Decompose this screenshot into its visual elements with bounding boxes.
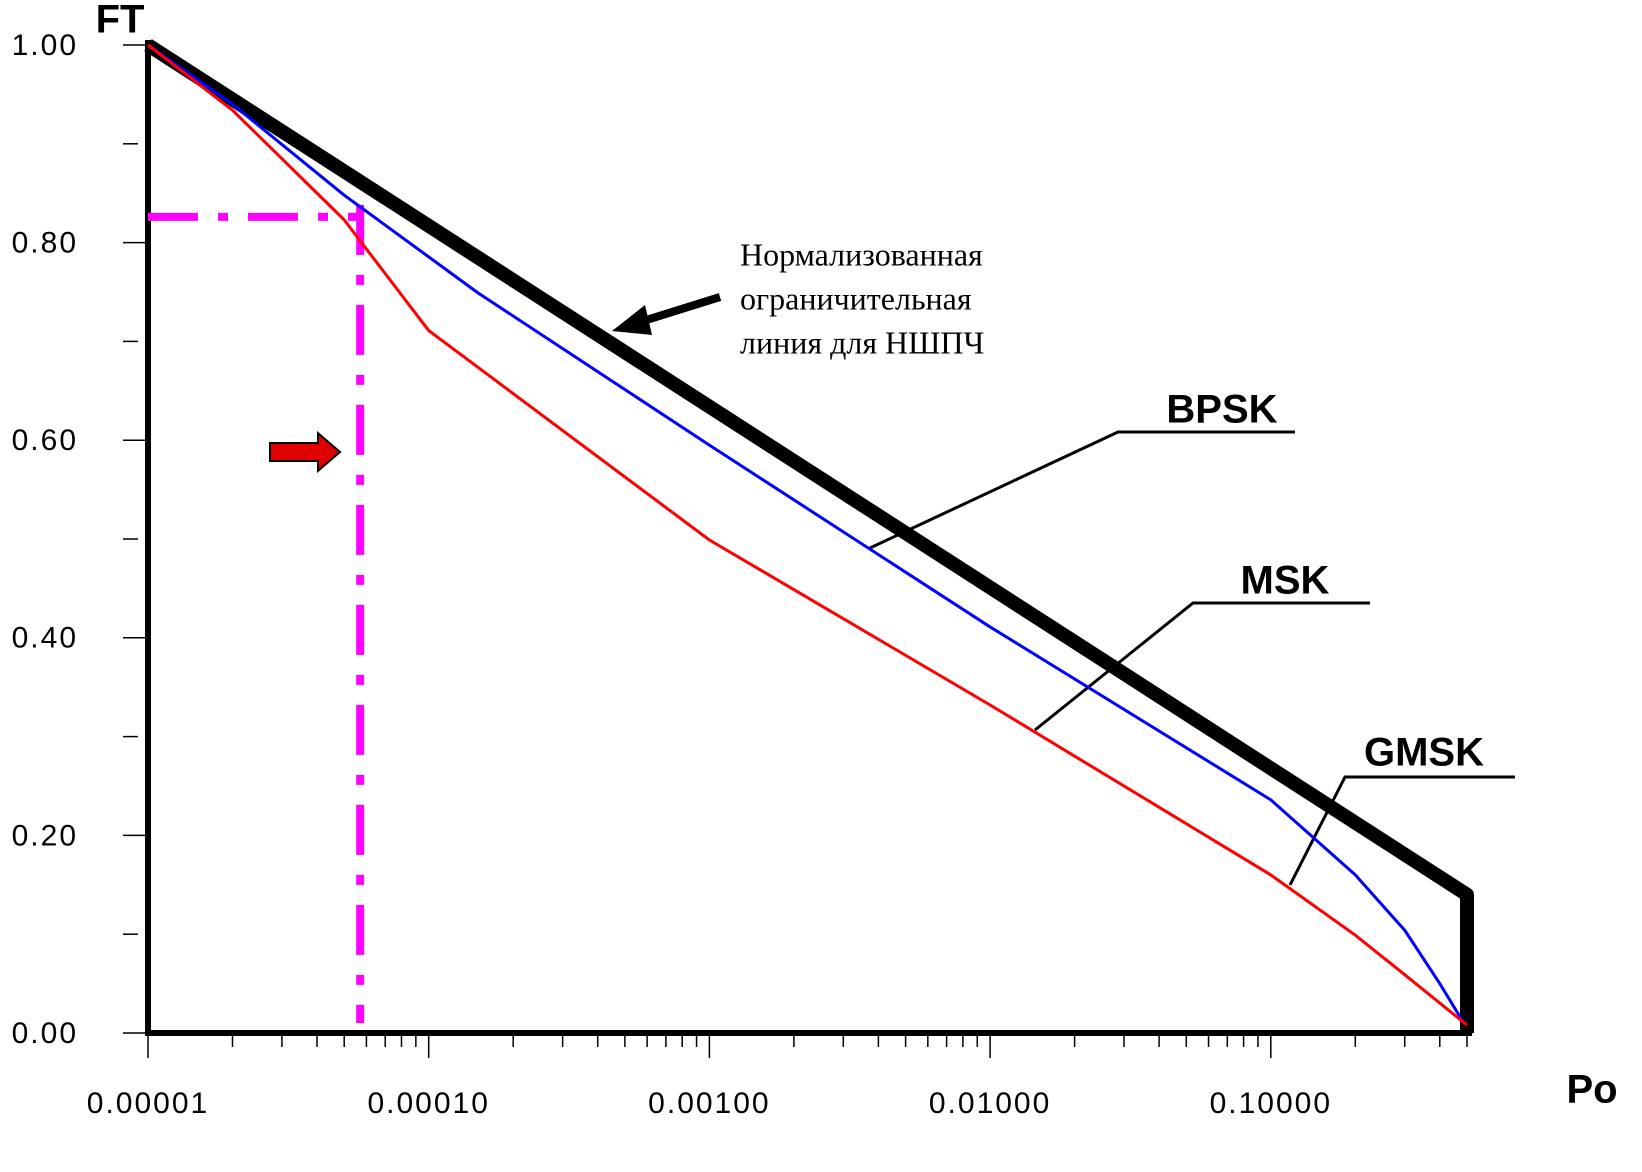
note-line: ограничительная bbox=[740, 280, 972, 316]
note-line: Нормализованная bbox=[740, 236, 983, 272]
y-tick-label: 0.00 bbox=[12, 1017, 78, 1050]
y-axis-title: FT bbox=[96, 0, 145, 42]
y-tick-label: 0.60 bbox=[12, 424, 78, 457]
y-tick-label: 0.20 bbox=[12, 819, 78, 852]
annotation: BPSK bbox=[1166, 388, 1277, 432]
annotation: MSK bbox=[1241, 559, 1330, 603]
x-tick-label: 0.00100 bbox=[648, 1087, 770, 1120]
series-line bbox=[144, 39, 1474, 1033]
red-arrow bbox=[269, 430, 342, 474]
series-line bbox=[147, 43, 1464, 1021]
y-tick-label: 0.40 bbox=[12, 622, 78, 655]
note-arrow bbox=[638, 293, 722, 326]
x-axis-title: Po bbox=[1566, 1068, 1617, 1112]
x-tick-label: 0.10000 bbox=[1210, 1087, 1332, 1120]
annotation: GMSK bbox=[1364, 731, 1484, 775]
note-line: линия для НШПЧ bbox=[740, 324, 984, 360]
y-tick-label: 0.80 bbox=[12, 227, 78, 260]
x-tick-label: 0.00001 bbox=[87, 1087, 209, 1120]
x-tick-label: 0.01000 bbox=[929, 1087, 1051, 1120]
x-tick-label: 0.00010 bbox=[367, 1087, 489, 1120]
leader-lines bbox=[869, 430, 1515, 886]
note-arrowhead bbox=[612, 305, 652, 335]
series-line bbox=[147, 43, 1468, 1027]
y-tick-label: 1.00 bbox=[12, 29, 78, 62]
